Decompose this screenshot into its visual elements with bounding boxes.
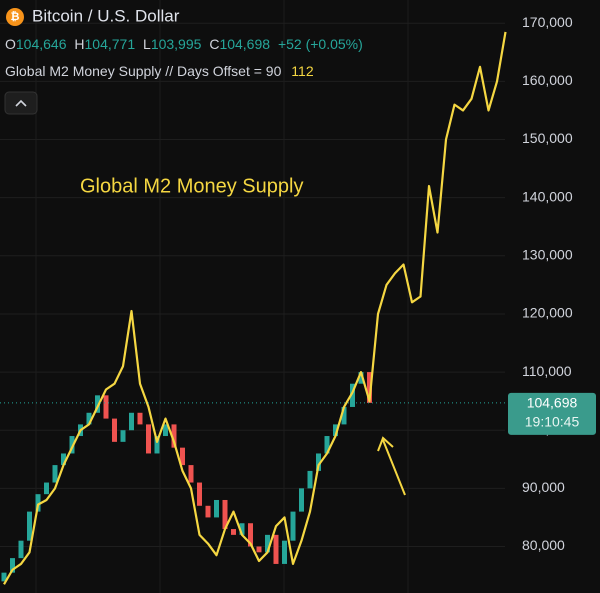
indicator-line: Global M2 Money Supply // Days Offset = … — [5, 63, 314, 79]
candle — [103, 395, 109, 419]
candle — [239, 523, 245, 535]
y-tick-label: 160,000 — [522, 72, 573, 88]
change: +52 (+0.05%) — [278, 36, 363, 52]
ohlc-value: 104,771 — [85, 36, 136, 52]
candle — [316, 453, 321, 471]
collapse-icon[interactable] — [15, 99, 27, 107]
candle — [231, 529, 236, 535]
candle — [154, 436, 160, 454]
candle — [86, 412, 92, 425]
candle — [188, 465, 194, 483]
candle — [222, 499, 228, 530]
indicator-name: Global M2 Money Supply // Days Offset = … — [5, 63, 282, 79]
bitcoin-icon-glyph: ₿ — [11, 11, 20, 23]
candle — [358, 372, 364, 384]
candle — [307, 470, 313, 489]
candle — [27, 511, 32, 541]
candle — [69, 436, 75, 454]
candle — [273, 534, 279, 564]
y-tick-label: 110,000 — [522, 363, 572, 379]
ohlc-value: 104,646 — [16, 36, 67, 52]
candle — [137, 412, 143, 425]
candle — [61, 453, 66, 466]
y-tick-label: 150,000 — [522, 130, 573, 146]
candle — [129, 412, 134, 431]
candle — [35, 494, 41, 512]
y-tick-label: 130,000 — [522, 247, 573, 263]
ohlc-line: O104,646 H104,771 L103,995 C104,698 +52 … — [5, 36, 363, 52]
candle — [205, 505, 211, 518]
candle — [324, 436, 330, 454]
collapse-button-bg[interactable] — [4, 91, 38, 115]
candle — [120, 430, 126, 442]
ohlc-key: L — [143, 36, 151, 52]
y-tick-label: 140,000 — [522, 188, 573, 204]
candle — [18, 540, 24, 559]
arrow-head — [377, 436, 394, 452]
candle — [146, 424, 151, 454]
y-tick-label: 80,000 — [522, 537, 565, 553]
arrow-shaft — [382, 439, 406, 496]
symbol-title: Bitcoin / U.S. Dollar — [32, 6, 180, 25]
y-tick-label: 90,000 — [522, 479, 565, 495]
ohlc-value: 104,698 — [219, 36, 270, 52]
candle — [52, 465, 58, 483]
bitcoin-icon — [6, 8, 24, 26]
candle — [197, 482, 202, 506]
arrow — [377, 436, 406, 496]
candle — [248, 523, 253, 547]
candle — [282, 540, 287, 564]
candle — [10, 558, 15, 573]
y-tick-label: 170,000 — [522, 14, 573, 30]
price-tag — [508, 392, 596, 435]
candle — [163, 424, 168, 437]
candle — [333, 424, 338, 437]
m2-line — [3, 31, 507, 585]
candle — [341, 406, 347, 425]
candle — [290, 511, 296, 541]
candle — [256, 546, 262, 553]
annotation: Global M2 Money Supply — [80, 175, 303, 197]
candle — [367, 372, 372, 403]
ohlc-key: H — [74, 36, 84, 52]
ohlc-key: C — [209, 36, 219, 52]
indicator-value: 112 — [291, 63, 314, 79]
candle — [1, 572, 7, 582]
candle — [112, 418, 117, 442]
candle — [44, 482, 49, 495]
candle — [214, 499, 219, 518]
candle — [180, 447, 185, 466]
ohlc-key: O — [5, 36, 16, 52]
marks — [0, 22, 507, 585]
ohlc-value: 103,995 — [151, 36, 202, 52]
candle — [95, 395, 100, 413]
collapse-button[interactable] — [4, 91, 38, 115]
y-tick-label: 120,000 — [522, 305, 573, 321]
price-tag-value: 104,698 — [527, 395, 578, 411]
candle — [299, 488, 304, 512]
price-tag-time: 19:10:45 — [525, 414, 580, 430]
candle — [350, 383, 355, 407]
candle — [171, 424, 177, 448]
candle — [265, 534, 270, 553]
